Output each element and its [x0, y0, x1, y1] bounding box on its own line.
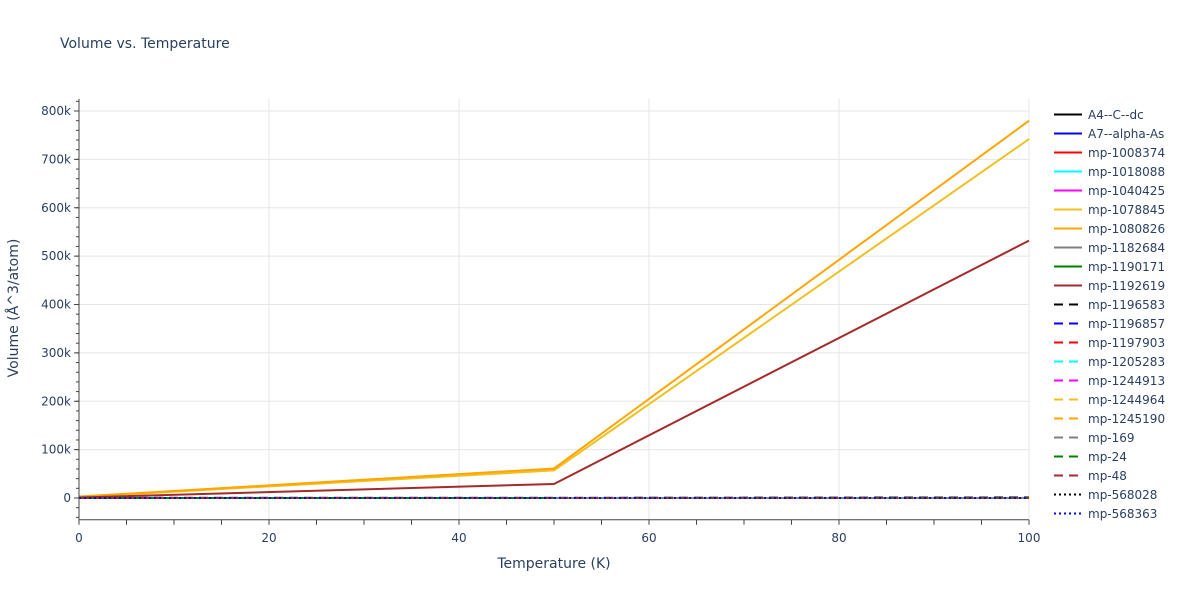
- legend-label: mp-24: [1088, 449, 1127, 464]
- legend-label: mp-1197903: [1088, 335, 1166, 350]
- y-tick-label: 300k: [41, 346, 71, 360]
- legend-label: mp-568028: [1088, 487, 1158, 502]
- y-tick-label: 100k: [41, 443, 71, 457]
- legend-line-swatch-icon: [1054, 360, 1082, 363]
- legend-line-swatch-icon: [1054, 455, 1082, 458]
- legend-item[interactable]: mp-1197903: [1052, 333, 1165, 352]
- legend-label: mp-1196857: [1088, 316, 1166, 331]
- legend-line-swatch-icon: [1054, 227, 1082, 230]
- y-tick-label: 500k: [41, 249, 71, 263]
- legend-item[interactable]: mp-24: [1052, 447, 1165, 466]
- legend-item[interactable]: mp-1196583: [1052, 295, 1165, 314]
- legend-label: A4--C--dc: [1088, 107, 1144, 122]
- axes: 0 20 40 60 80 100 0 100k 200k 300k 400k 500k 600k 700…: [41, 98, 1041, 545]
- legend-label: mp-1196583: [1088, 297, 1166, 312]
- legend-line-swatch-icon: [1054, 284, 1082, 287]
- x-tick-label: 40: [451, 531, 466, 545]
- series-line-mp-1192619: [78, 239, 1030, 499]
- y-tick-label: 800k: [41, 104, 71, 118]
- legend-label: mp-1244913: [1088, 373, 1166, 388]
- legend-item[interactable]: mp-1190171: [1052, 257, 1165, 276]
- legend-label: mp-1008374: [1088, 145, 1166, 160]
- legend-line-swatch-icon: [1054, 132, 1082, 135]
- series-line-mp-1080826: [78, 119, 1030, 498]
- grid-lines: [79, 98, 1030, 520]
- legend-label: mp-1205283: [1088, 354, 1166, 369]
- legend-item[interactable]: mp-1244964: [1052, 390, 1165, 409]
- legend-label: mp-1192619: [1088, 278, 1166, 293]
- y-tick-label: 700k: [41, 152, 71, 166]
- legend-item[interactable]: mp-1080826: [1052, 219, 1165, 238]
- legend-label: mp-1182684: [1088, 240, 1166, 255]
- legend-line-swatch-icon: [1054, 246, 1082, 249]
- legend-label: mp-1244964: [1088, 392, 1166, 407]
- y-tick-label: 200k: [41, 394, 71, 408]
- legend-label: A7--alpha-As: [1088, 126, 1165, 141]
- legend-line-swatch-icon: [1054, 379, 1082, 382]
- legend-label: mp-1080826: [1088, 221, 1166, 236]
- legend-label: mp-568363: [1088, 506, 1158, 521]
- legend-line-swatch-icon: [1054, 322, 1082, 325]
- legend-line-swatch-icon: [1054, 417, 1082, 420]
- legend-line-swatch-icon: [1054, 151, 1082, 154]
- legend-line-swatch-icon: [1054, 436, 1082, 439]
- series-lines: [78, 119, 1030, 499]
- legend-label: mp-1018088: [1088, 164, 1166, 179]
- legend-line-swatch-icon: [1054, 208, 1082, 211]
- legend-label: mp-48: [1088, 468, 1127, 483]
- series-line-mp-1078845: [78, 138, 1030, 499]
- legend-line-swatch-icon: [1054, 113, 1082, 116]
- legend-line-swatch-icon: [1054, 474, 1082, 477]
- legend-line-swatch-icon: [1054, 265, 1082, 268]
- y-tick-label: 600k: [41, 201, 71, 215]
- legend-line-swatch-icon: [1054, 341, 1082, 344]
- legend-line-swatch-icon: [1054, 303, 1082, 306]
- legend-line-swatch-icon: [1054, 170, 1082, 173]
- chart-title: Volume vs. Temperature: [60, 36, 230, 52]
- x-tick-label: 100: [1018, 531, 1041, 545]
- legend: A4--C--dc A7--alpha-As mp-1008374 mp-101808…: [1052, 105, 1165, 523]
- legend-label: mp-1245190: [1088, 411, 1166, 426]
- x-tick-label: 20: [261, 531, 276, 545]
- y-tick-label: 400k: [41, 298, 71, 312]
- legend-label: mp-169: [1088, 430, 1135, 445]
- legend-label: mp-1190171: [1088, 259, 1166, 274]
- legend-item[interactable]: A4--C--dc: [1052, 105, 1165, 124]
- legend-item[interactable]: mp-1008374: [1052, 143, 1165, 162]
- legend-line-swatch-icon: [1054, 493, 1082, 496]
- x-tick-label: 60: [641, 531, 656, 545]
- legend-item[interactable]: mp-1245190: [1052, 409, 1165, 428]
- x-tick-label: 0: [75, 531, 83, 545]
- legend-item[interactable]: mp-568363: [1052, 504, 1165, 523]
- legend-line-swatch-icon: [1054, 398, 1082, 401]
- legend-label: mp-1078845: [1088, 202, 1166, 217]
- legend-item[interactable]: mp-1018088: [1052, 162, 1165, 181]
- legend-item[interactable]: mp-1244913: [1052, 371, 1165, 390]
- y-axis-title: Volume (Å^3/atom): [5, 239, 22, 378]
- legend-item[interactable]: mp-48: [1052, 466, 1165, 485]
- legend-item[interactable]: mp-1182684: [1052, 238, 1165, 257]
- legend-label: mp-1040425: [1088, 183, 1166, 198]
- legend-item[interactable]: mp-568028: [1052, 485, 1165, 504]
- legend-line-swatch-icon: [1054, 512, 1082, 515]
- x-tick-label: 80: [831, 531, 846, 545]
- legend-item[interactable]: mp-1078845: [1052, 200, 1165, 219]
- y-tick-label: 0: [63, 491, 71, 505]
- legend-item[interactable]: mp-1040425: [1052, 181, 1165, 200]
- legend-item[interactable]: mp-1196857: [1052, 314, 1165, 333]
- legend-line-swatch-icon: [1054, 189, 1082, 192]
- legend-item[interactable]: mp-1205283: [1052, 352, 1165, 371]
- legend-item[interactable]: A7--alpha-As: [1052, 124, 1165, 143]
- legend-item[interactable]: mp-1192619: [1052, 276, 1165, 295]
- x-axis-title: Temperature (K): [496, 556, 610, 572]
- legend-item[interactable]: mp-169: [1052, 428, 1165, 447]
